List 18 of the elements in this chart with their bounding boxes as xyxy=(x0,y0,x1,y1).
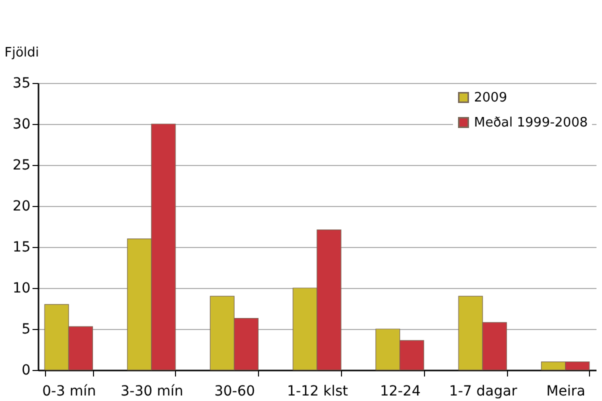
legend-label: Meðal 1999-2008 xyxy=(474,116,588,130)
y-tick-label: 0 xyxy=(22,362,30,378)
x-tick-label: 1-12 klst xyxy=(286,384,349,400)
legend-label: 2009 xyxy=(474,90,508,106)
y-axis-title: Fjöldi xyxy=(4,46,40,60)
y-tick-label: 15 xyxy=(12,240,30,256)
y-tick-label: 35 xyxy=(12,76,30,92)
y-tick-label: 30 xyxy=(12,116,30,132)
x-tick-label: 1-7 dagar xyxy=(449,384,518,400)
x-tick-label: 0-3 mín xyxy=(42,384,96,400)
x-tick-label: 12-24 xyxy=(380,384,421,400)
y-tick-label: 20 xyxy=(12,198,30,214)
x-tick-label: 30-60 xyxy=(214,384,256,400)
y-tick-label: 5 xyxy=(22,322,30,338)
x-tick-label: 3-30 mín xyxy=(120,384,184,400)
x-tick-label: Meira xyxy=(546,384,586,400)
y-tick-label: 25 xyxy=(12,158,30,174)
y-tick-label: 10 xyxy=(12,280,30,296)
